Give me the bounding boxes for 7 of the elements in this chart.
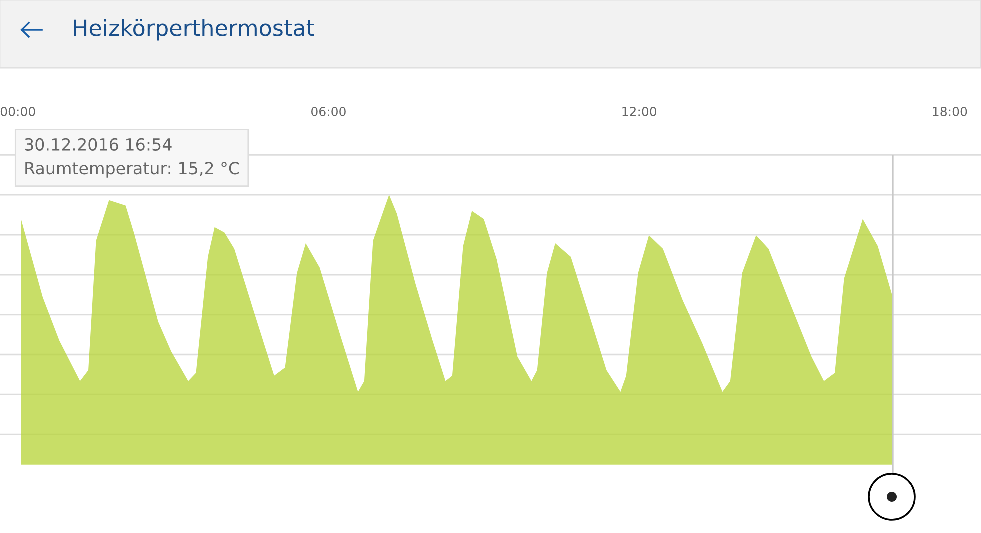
- chart-title: Heizkörperthermostat: [74, 19, 314, 41]
- x-tick-label: 18:00: [933, 107, 968, 116]
- text: 30.12.2016 16:54: [25, 138, 172, 151]
- x-tick-label: 00:00: [0, 107, 36, 116]
- x-tick-label: 06:00: [312, 107, 346, 116]
- x-tick-label: 12:00: [622, 107, 657, 116]
- text: Raumtemperatur: 15,2 °C: [26, 162, 240, 178]
